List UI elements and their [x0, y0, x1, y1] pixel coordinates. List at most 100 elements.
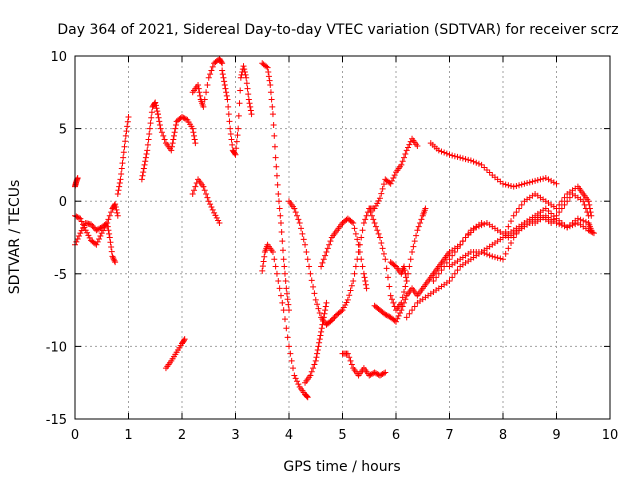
data-point: [228, 136, 235, 143]
data-point: [181, 336, 188, 343]
series-arc-14: [302, 299, 330, 386]
data-point: [201, 187, 208, 194]
series-arc-1: [72, 201, 121, 248]
data-point: [518, 223, 525, 230]
data-point: [144, 141, 151, 148]
data-point: [319, 259, 326, 266]
data-point: [192, 183, 199, 190]
data-point: [152, 102, 159, 109]
data-point: [500, 256, 506, 263]
data-point: [372, 202, 379, 209]
data-point: [403, 314, 410, 321]
data-point: [518, 201, 525, 208]
data-point: [399, 158, 406, 165]
data-point: [457, 241, 464, 248]
data-point: [327, 238, 334, 245]
data-point: [288, 357, 295, 364]
data-point: [486, 252, 493, 259]
data-point: [372, 370, 379, 377]
data-point: [307, 372, 314, 379]
data-point: [77, 230, 84, 237]
data-point: [462, 156, 469, 163]
data-point: [303, 392, 310, 399]
data-point: [323, 249, 330, 256]
data-point: [406, 310, 413, 317]
data-point: [500, 234, 506, 241]
data-point: [446, 151, 453, 158]
data-point: [74, 214, 81, 221]
data-point: [390, 299, 397, 306]
data-point: [314, 347, 321, 354]
data-point: [473, 159, 480, 166]
data-point: [275, 190, 282, 197]
data-point: [115, 187, 122, 194]
data-point: [360, 219, 367, 226]
data-point: [317, 332, 324, 339]
data-point: [371, 369, 378, 376]
data-point: [556, 209, 563, 216]
data-point: [326, 241, 333, 248]
data-point: [154, 108, 161, 115]
data-point: [265, 68, 272, 75]
data-point: [218, 59, 225, 66]
data-point: [261, 253, 268, 260]
data-point: [308, 277, 315, 284]
data-point: [401, 288, 408, 295]
data-point: [344, 350, 351, 357]
data-point: [323, 299, 330, 306]
data-point: [244, 85, 251, 92]
data-point: [209, 206, 216, 213]
data-point: [110, 256, 117, 263]
data-point: [371, 205, 378, 212]
data-point: [316, 339, 323, 346]
data-point: [303, 249, 310, 256]
data-point: [233, 138, 240, 145]
data-point: [518, 181, 525, 188]
data-point: [438, 267, 445, 274]
data-point: [350, 219, 357, 226]
data-point: [378, 371, 385, 378]
data-points: [72, 55, 597, 401]
x-tick-label: 2: [178, 428, 186, 443]
data-point: [588, 212, 595, 219]
data-point: [391, 262, 398, 269]
data-point: [76, 214, 83, 221]
data-point: [398, 161, 405, 168]
series-arc-4: [114, 113, 132, 197]
x-tick-label: 8: [499, 428, 507, 443]
data-point: [276, 205, 283, 212]
data-point: [580, 198, 587, 205]
data-point: [90, 224, 97, 231]
series-arc-20: [387, 259, 410, 285]
data-point: [203, 190, 210, 197]
data-point: [93, 227, 100, 234]
x-tick-label: 9: [552, 428, 560, 443]
data-point: [314, 301, 321, 308]
y-tick-label: 5: [59, 123, 67, 138]
y-axis-ticks: -15 -10 -5 0 5 10: [46, 50, 610, 428]
data-point: [192, 140, 199, 147]
data-point: [268, 96, 275, 103]
data-point: [346, 292, 353, 299]
series-arc-11: [259, 60, 292, 314]
data-point: [215, 217, 222, 224]
data-point: [73, 213, 80, 220]
data-point: [240, 63, 247, 70]
data-point: [585, 198, 592, 205]
data-point: [561, 201, 568, 208]
data-point: [315, 305, 322, 312]
data-point: [112, 201, 119, 208]
data-point: [564, 198, 571, 205]
data-point: [308, 368, 315, 375]
data-point: [203, 89, 210, 96]
data-point: [223, 89, 230, 96]
data-point: [320, 256, 327, 263]
data-point: [110, 254, 117, 261]
data-point: [122, 138, 129, 145]
data-point: [580, 217, 587, 224]
data-point: [475, 223, 482, 230]
data-point: [213, 214, 220, 221]
data-point: [105, 227, 112, 234]
data-point: [74, 235, 81, 242]
x-axis-ticks: 0 1 2 3 4 5 6 7 8 9 10: [71, 56, 618, 443]
